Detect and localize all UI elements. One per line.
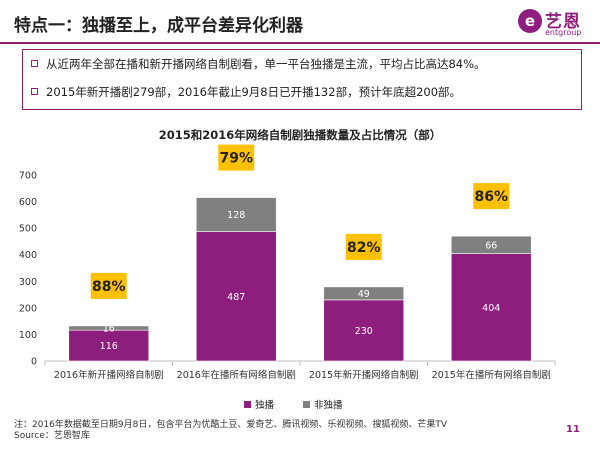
data-label: 66 [485,240,497,251]
data-label: 116 [100,341,118,352]
share-label: 86% [474,189,508,205]
x-tick-label: 2015年新开播网络自制剧 [309,369,419,381]
footnote-text: 注：2016年数据截至日期9月8日，包含平台为优酷土豆、爱奇艺、腾讯视频、乐视视… [14,420,448,430]
bar-exclusive [450,253,532,362]
y-tick-label: 0 [31,357,37,368]
bullet-item: 2015年新开播剧279部，2016年截止9月8日已开播132部，预计年底超20… [31,84,461,100]
source-text: Source：艺恩智库 [14,431,90,441]
logo-mark-icon: e [518,9,542,33]
bar-exclusive [195,231,277,362]
data-label: 487 [227,292,245,303]
legend-label: 非独播 [314,400,343,411]
stacked-bar-chart: 0 100 200 300 400 500 600 700 116 16 2016年新开播网络自制剧… [19,144,556,381]
bullet-text: 从近两年全部在播和新开播网络自制剧看，单一平台独播是主流，平均占比高达84%。 [46,57,486,71]
brand-logo: e 艺恩 entgroup [518,7,592,41]
share-badge [90,272,127,299]
square-bullet-icon [31,60,38,67]
share-badge [218,144,255,171]
x-tick-label: 2016年新开播网络自制剧 [54,369,164,381]
bullet-box: 从近两年全部在播和新开播网络自制剧看，单一平台独播是主流，平均占比高达84%。 … [22,49,582,110]
y-tick-label: 500 [19,224,37,235]
x-tick-label: 2016年在播所有网络自制剧 [177,369,296,381]
data-label: 230 [355,326,373,337]
share-label: 88% [92,279,126,295]
y-tick-label: 600 [19,197,37,208]
bar-non-exclusive [195,197,277,232]
data-label: 128 [227,210,245,221]
y-tick-label: 200 [19,303,37,314]
legend-item-exclusive: 独播 [244,397,274,411]
header-divider [0,42,600,44]
x-tick-label: 2015年在播所有网络自制剧 [432,369,551,381]
bullet-text: 2015年新开播剧279部，2016年截止9月8日已开播132部，预计年底超20… [46,85,462,99]
share-badge [345,233,382,260]
legend-item-non-exclusive: 非独播 [303,397,343,411]
data-label: 16 [103,324,115,335]
legend-label: 独播 [255,400,275,411]
bar-non-exclusive [68,325,150,331]
bullet-item: 从近两年全部在播和新开播网络自制剧看，单一平台独播是主流，平均占比高达84%。 [31,56,486,72]
bar-non-exclusive [450,235,532,254]
y-tick-label: 400 [19,250,37,261]
page-number: 11 [566,424,580,435]
logo-name: 艺恩 [545,12,581,32]
share-badge [473,183,510,210]
y-tick-label: 100 [19,330,37,341]
footnote: 注：2016年数据截至日期9月8日，包含平台为优酷土豆、爱奇艺、腾讯视频、乐视视… [14,420,447,442]
logo-subtitle: entgroup [545,28,582,37]
square-bullet-icon [31,88,38,95]
data-label: 404 [482,303,500,314]
chart-title: 2015和2016年网络自制剧独播数量及占比情况（部） [158,128,442,142]
chart-legend: 独播 非独播 [0,397,600,411]
share-label: 82% [347,240,381,256]
data-label: 49 [358,289,370,300]
legend-swatch [244,401,251,408]
legend-swatch [303,401,310,408]
page-title: 特点一：独播至上，成平台差异化利器 [14,16,303,36]
y-tick-label: 700 [19,171,37,182]
header: 特点一：独播至上，成平台差异化利器 e 艺恩 entgroup [0,0,600,46]
bar-non-exclusive [323,286,405,301]
y-tick-label: 300 [19,277,37,288]
share-label: 79% [219,151,253,167]
